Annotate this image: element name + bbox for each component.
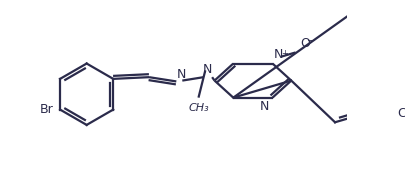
Text: N: N bbox=[274, 48, 283, 61]
Text: N: N bbox=[202, 63, 212, 76]
Text: +: + bbox=[281, 49, 288, 57]
Text: −: − bbox=[307, 36, 315, 46]
Text: N: N bbox=[177, 68, 187, 81]
Text: Br: Br bbox=[40, 103, 53, 116]
Text: CH₃: CH₃ bbox=[188, 103, 209, 113]
Text: N: N bbox=[260, 100, 269, 113]
Text: O: O bbox=[300, 37, 310, 50]
Text: Cl: Cl bbox=[397, 107, 405, 120]
